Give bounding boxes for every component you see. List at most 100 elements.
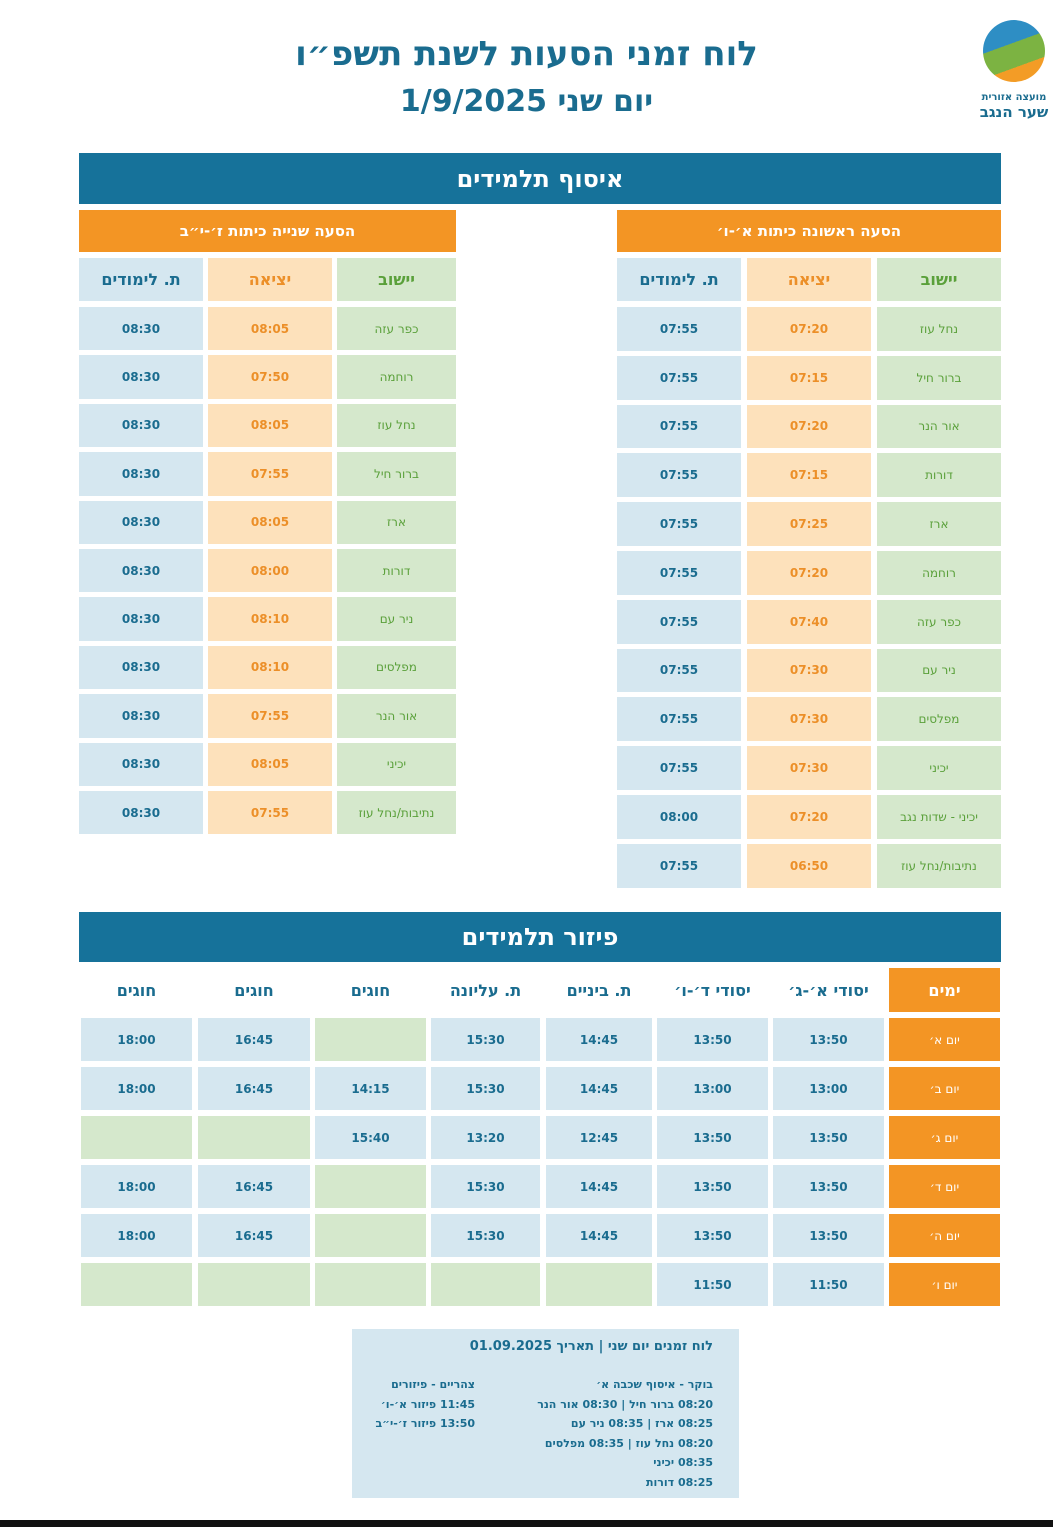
time-cell: 13:50: [773, 1018, 884, 1061]
day-cell: יום ב׳: [889, 1067, 1000, 1110]
time-cell: 07:20: [747, 551, 871, 595]
settlement-cell: ארז: [877, 502, 1001, 546]
time-cell: 08:30: [79, 452, 203, 496]
time-cell: 13:00: [773, 1067, 884, 1110]
time-cell: 13:50: [773, 1116, 884, 1159]
time-cell: 08:30: [79, 355, 203, 399]
time-cell: 16:45: [198, 1214, 310, 1257]
settlement-cell: דורות: [877, 453, 1001, 498]
time-cell: 07:55: [617, 746, 741, 790]
time-cell: 08:30: [79, 307, 203, 351]
time-cell: 13:00: [657, 1067, 768, 1110]
time-cell: 07:55: [617, 453, 741, 498]
second-ride-title: הסעה שנייה כיתות ז׳-י״ב: [79, 210, 456, 252]
day-cell: יום א׳: [889, 1018, 1000, 1061]
note-line: 08:35 יכיני: [653, 1456, 713, 1469]
time-cell: 14:45: [546, 1214, 652, 1257]
settlement-cell: כפר עזה: [877, 599, 1001, 644]
note-line: צהריים - פיזורים: [391, 1378, 475, 1391]
settlement-cell: ניר עם: [877, 648, 1001, 693]
settlement-cell: נתיבות/נחל עוז: [337, 791, 456, 835]
time-cell: 13:50: [773, 1214, 884, 1257]
day-cell: יום ו׳: [889, 1263, 1000, 1306]
time-cell: [315, 1214, 426, 1257]
settlement-cell: מפלסים: [877, 697, 1001, 742]
time-cell: 15:30: [431, 1165, 540, 1208]
settlement-cell: מפלסים: [337, 645, 456, 690]
time-cell: 13:20: [431, 1116, 540, 1159]
time-cell: 08:30: [79, 645, 203, 690]
time-cell: 07:55: [208, 452, 332, 496]
time-cell: 16:45: [198, 1165, 310, 1208]
time-cell: 07:55: [617, 502, 741, 546]
column-header: ת. ביניים: [546, 968, 652, 1012]
column-header: ת. עליונה: [431, 968, 540, 1012]
column-header: ת. לימודים: [79, 258, 203, 301]
note-line: בוקר - איסוף שכבה א׳: [596, 1378, 713, 1391]
time-cell: 13:50: [773, 1165, 884, 1208]
time-cell: 14:45: [546, 1067, 652, 1110]
time-cell: 08:30: [79, 549, 203, 593]
time-cell: 07:55: [617, 355, 741, 400]
time-cell: 08:00: [208, 549, 332, 593]
note-title: לוח זמנים יום שני | תאריך 01.09.2025: [469, 1339, 713, 1354]
time-cell: [198, 1116, 310, 1159]
note-line: 13:50 פיזור ז׳-י״ב: [375, 1417, 475, 1430]
time-cell: 15:30: [431, 1214, 540, 1257]
note-line: 08:25 דורות: [645, 1475, 713, 1489]
time-cell: 14:45: [546, 1165, 652, 1208]
time-cell: 11:50: [657, 1263, 768, 1306]
column-header: חוגים: [315, 968, 426, 1012]
settlement-cell: נחל עוז: [877, 307, 1001, 351]
time-cell: 13:50: [657, 1018, 768, 1061]
time-cell: 11:50: [773, 1263, 884, 1306]
time-cell: 07:20: [747, 404, 871, 449]
note-noon-list: צהריים - פיזורים 11:45 פיזור א׳-ו׳ 13:50…: [375, 1375, 475, 1434]
column-header: יציאה: [208, 258, 332, 301]
time-cell: [81, 1116, 192, 1159]
time-cell: 07:50: [208, 355, 332, 399]
days-header: ימים: [889, 968, 1000, 1012]
page-title: לוח זמני הסעות לשנת תשפ״ו: [295, 34, 758, 74]
time-cell: 07:55: [617, 843, 741, 888]
note-line: 11:45 פיזור א׳-ו׳: [380, 1397, 475, 1411]
note-line: 08:20 נחל עוז | 08:35 מפלסים: [544, 1436, 713, 1450]
time-cell: 07:30: [747, 746, 871, 790]
page-subtitle: יום שני 1/9/2025: [399, 84, 654, 119]
time-cell: 08:30: [79, 791, 203, 835]
time-cell: 07:55: [617, 404, 741, 449]
time-cell: 08:00: [617, 795, 741, 839]
settlement-cell: ברור חיל: [877, 355, 1001, 400]
day-cell: יום ד׳: [889, 1165, 1000, 1208]
logo-top-text: מועצה אזורית: [981, 92, 1047, 103]
settlement-cell: רוחמה: [877, 551, 1001, 595]
time-cell: 07:20: [747, 307, 871, 351]
time-cell: 16:45: [198, 1018, 310, 1061]
column-header: חוגים: [198, 968, 310, 1012]
time-cell: 07:55: [617, 551, 741, 595]
column-header: חוגים: [81, 968, 192, 1012]
time-cell: 08:30: [79, 403, 203, 448]
time-cell: 07:55: [208, 694, 332, 738]
time-cell: 08:30: [79, 694, 203, 738]
settlement-cell: יכיני: [877, 746, 1001, 790]
time-cell: 06:50: [747, 843, 871, 888]
time-cell: [198, 1263, 310, 1306]
time-cell: 13:50: [657, 1165, 768, 1208]
settlement-cell: אור הנר: [877, 404, 1001, 449]
time-cell: 18:00: [81, 1018, 192, 1061]
time-cell: 08:05: [208, 500, 332, 544]
time-cell: [546, 1263, 652, 1306]
time-cell: 08:10: [208, 597, 332, 641]
time-cell: 07:30: [747, 648, 871, 693]
bottom-edge: [0, 1520, 1053, 1527]
time-cell: 13:50: [657, 1116, 768, 1159]
settlement-cell: אור הנר: [337, 694, 456, 738]
settlement-cell: רוחמה: [337, 355, 456, 399]
council-logo: מועצה אזורית שער הנגב: [979, 20, 1049, 130]
time-cell: 07:55: [617, 697, 741, 742]
time-cell: 07:55: [617, 307, 741, 351]
logo-main-text: שער הנגב: [979, 103, 1049, 121]
time-cell: [315, 1018, 426, 1061]
time-cell: 15:30: [431, 1018, 540, 1061]
